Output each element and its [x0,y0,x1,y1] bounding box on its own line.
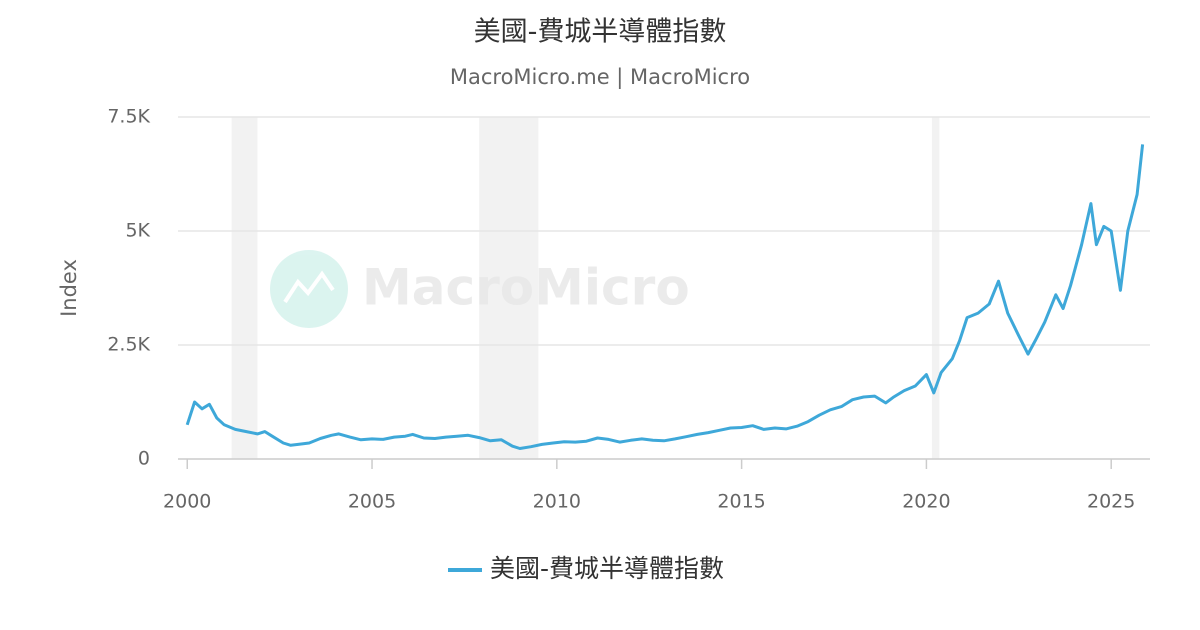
y-tick-label: 2.5K [107,334,150,356]
legend-label: 美國-費城半導體指數 [490,554,724,583]
x-tick-label: 2015 [717,491,765,513]
y-tick-label: 0 [138,448,150,470]
watermark: MacroMicro [270,250,690,328]
x-tick-label: 2000 [163,491,211,513]
watermark-icon [283,270,335,304]
series-line [185,144,1145,450]
shaded-range [479,117,539,459]
x-tick-label: 2010 [533,491,581,513]
chart-title: 美國-費城半導體指數 [474,17,727,48]
x-tick-label: 2025 [1087,491,1135,513]
watermark-text: MacroMicro [362,259,690,317]
chart-subtitle: MacroMicro.me | MacroMicro [450,65,750,90]
shaded-range [931,117,940,459]
x-tick-label: 2005 [348,491,396,513]
y-axis-title: Index [57,259,81,317]
shaded-range [231,117,258,459]
y-tick-label: 7.5K [107,106,150,128]
y-tick-label: 5K [125,220,150,242]
x-tick-label: 2020 [902,491,950,513]
